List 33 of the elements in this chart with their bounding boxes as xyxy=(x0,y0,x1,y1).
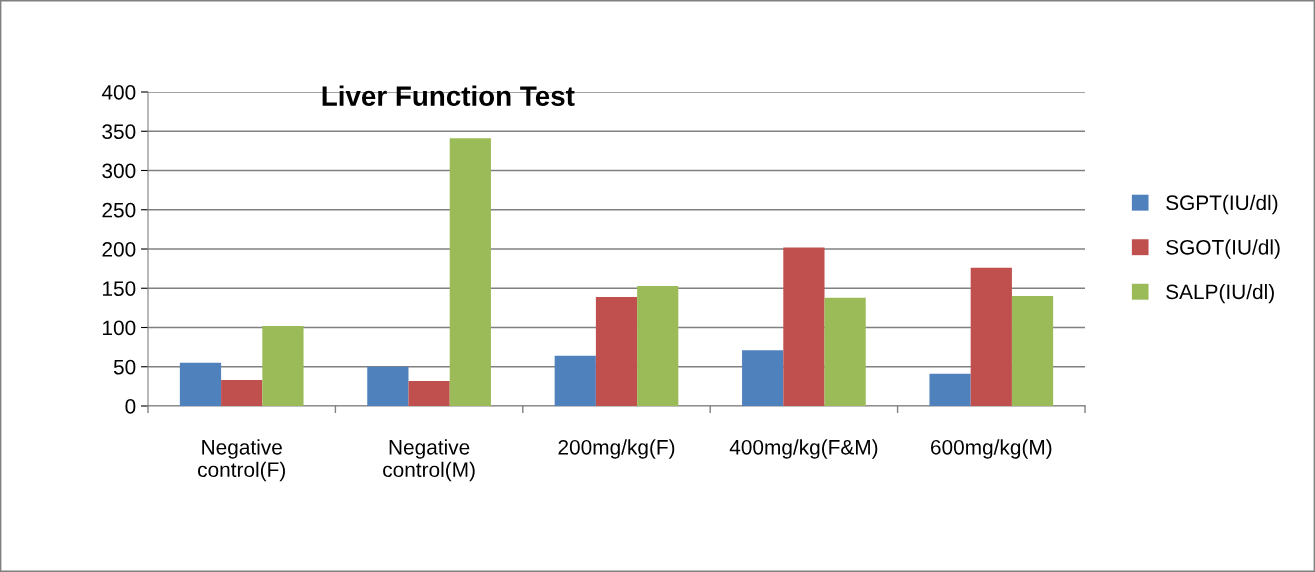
bar xyxy=(408,380,450,406)
y-tick-label: 50 xyxy=(113,359,136,375)
x-tick-label: Negative control(F) xyxy=(198,439,285,482)
y-tick-label: 150 xyxy=(103,281,136,296)
y-tick-label: 200 xyxy=(102,242,136,257)
bar xyxy=(179,362,222,406)
legend-label: SGPT(IU/dl) xyxy=(1166,194,1278,215)
y-tick-label: 100 xyxy=(103,320,136,336)
bar xyxy=(262,325,304,406)
y-tick-label: 350 xyxy=(102,124,136,139)
bar xyxy=(824,297,866,406)
bar xyxy=(595,296,638,406)
bar xyxy=(449,138,491,406)
bar xyxy=(929,373,971,406)
bar xyxy=(970,267,1012,406)
legend-label: SGOT(IU/dl) xyxy=(1166,239,1280,259)
y-tick-label: 0 xyxy=(125,399,136,414)
y-tick-label: 250 xyxy=(102,202,136,218)
y-tick-label: 300 xyxy=(102,163,136,179)
x-tick-label: 200mg/kg(F) xyxy=(558,439,675,459)
y-tick-label: 400 xyxy=(101,85,136,100)
x-tick-label: 400mg/kg(F&M) xyxy=(729,439,878,459)
x-tick-label: Negative control(M) xyxy=(383,439,475,482)
x-tick-label: 600mg/kg(M) xyxy=(931,439,1052,459)
bar xyxy=(637,285,679,406)
chart-title: Liver Function Test xyxy=(322,85,575,106)
bar xyxy=(783,247,825,406)
legend-label: SALP(IU/dl) xyxy=(1166,283,1274,304)
bar xyxy=(1011,296,1054,406)
bar xyxy=(367,366,409,406)
bar xyxy=(554,355,596,406)
bar xyxy=(742,350,784,406)
bar xyxy=(221,380,263,406)
